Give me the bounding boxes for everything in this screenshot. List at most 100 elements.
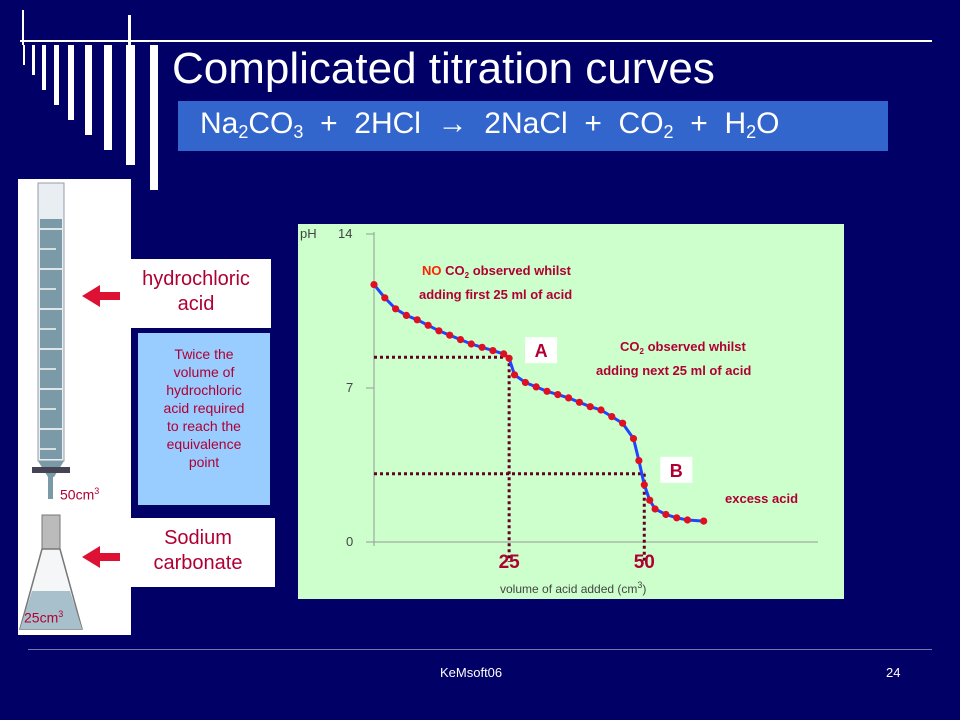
annotation-mid-line1: CO2 observed whilst: [620, 339, 746, 356]
hcl-label: hydrochloric acid: [121, 259, 271, 328]
note-line: point: [188, 454, 220, 470]
y-tick-label: 7: [346, 380, 353, 395]
burette-volume-label: 50cm3: [60, 486, 100, 503]
annotation-mid-line2: adding next 25 ml of acid: [596, 363, 751, 378]
eq-plus: +: [690, 107, 708, 140]
eq-plus: +: [584, 107, 602, 140]
note-line: to reach the: [167, 418, 241, 434]
footer-author: KeMsoft06: [440, 665, 503, 680]
eq-co2: CO: [618, 107, 664, 140]
equivalence-markers: [374, 355, 646, 562]
hcl-line: acid: [177, 293, 215, 315]
na2co3-label: Sodium carbonate: [121, 518, 275, 587]
note-line: Twice the: [174, 346, 234, 362]
deco-thin-bar: [128, 15, 131, 45]
arrow-na2co3-icon: [82, 546, 120, 568]
note-box: Twice the volume of hydrochloric acid re…: [138, 333, 270, 505]
data-point: [505, 354, 513, 362]
note-line: equivalence: [166, 436, 242, 452]
y-tick-label: 0: [346, 534, 353, 549]
deco-bar: [104, 45, 112, 150]
y-axis-label: pH: [300, 226, 317, 241]
point-b-box: [660, 456, 693, 483]
eq-sub: 2: [663, 122, 674, 142]
data-point: [651, 505, 659, 513]
data-point: [478, 343, 486, 351]
eq-hcl: 2HCl: [354, 107, 421, 140]
data-point: [467, 340, 475, 348]
annotation-top-line1: NO CO2 observed whilst: [422, 263, 572, 280]
data-point: [381, 294, 389, 302]
data-point: [446, 331, 454, 339]
data-point: [683, 516, 692, 524]
data-point: [629, 435, 638, 443]
curve-line: [372, 283, 704, 523]
data-point: [392, 305, 400, 313]
data-point: [521, 378, 529, 387]
note-line: hydrochloric: [166, 382, 242, 398]
data-point: [586, 403, 594, 411]
y-tick-label: 14: [338, 226, 352, 241]
data-point: [402, 311, 410, 319]
data-points: [370, 281, 708, 525]
eq-h: H: [724, 107, 747, 140]
x-mark-label-50: 50: [634, 552, 655, 573]
eq-co: CO: [248, 107, 294, 140]
chart-svg: pH 14 7 0 volume of acid added (cm3) 25 …: [300, 226, 818, 596]
data-point: [510, 371, 519, 379]
eq-sub: 2: [746, 122, 757, 142]
burette-flask-illustration: [19, 182, 83, 630]
data-point: [635, 457, 643, 465]
deco-bar: [68, 45, 74, 120]
data-point: [489, 347, 497, 355]
deco-bar: [32, 45, 35, 75]
arrow-icon: →: [437, 107, 468, 140]
titration-curve: [372, 283, 704, 523]
data-point: [597, 406, 605, 414]
chart-axes: pH 14 7 0 volume of acid added (cm3): [300, 226, 818, 596]
page-number: 24: [886, 665, 901, 680]
hcl-line: hydrochloric: [142, 268, 250, 290]
footer-divider: [28, 649, 932, 650]
deco-bar: [23, 45, 25, 65]
x-mark-label-25: 25: [499, 552, 521, 573]
data-point: [673, 514, 681, 522]
data-point: [543, 387, 551, 395]
x-axis-label: volume of acid added (cm3): [500, 580, 646, 596]
data-point: [662, 510, 670, 519]
deco-thin-bar: [22, 10, 24, 45]
data-point: [608, 413, 616, 421]
data-point: [554, 391, 562, 399]
data-point: [456, 336, 465, 344]
eq-sub: 2: [238, 122, 249, 142]
data-point: [700, 517, 708, 525]
flask-volume-label: 25cm3: [24, 609, 64, 626]
eq-sub: 3: [293, 122, 304, 142]
data-point: [575, 398, 583, 406]
titration-apparatus: 50cm3 25cm3: [18, 179, 131, 635]
data-point: [640, 481, 648, 489]
data-point: [370, 281, 378, 289]
data-point: [646, 496, 654, 504]
data-point: [435, 327, 443, 335]
na2co3-line: Sodium: [164, 527, 232, 549]
note-line: volume of: [173, 364, 235, 380]
data-point: [413, 316, 421, 324]
eq-nacl: 2NaCl: [484, 107, 568, 140]
equation-banner: Na2CO3 + 2HCl → 2NaCl + CO2 + H2O: [178, 101, 888, 151]
deco-bar: [54, 45, 59, 105]
data-point: [619, 419, 627, 427]
point-b-label: B: [670, 461, 683, 481]
data-point: [565, 394, 573, 402]
deco-top-line: [20, 40, 932, 42]
deco-bar: [150, 45, 158, 190]
data-point: [424, 321, 432, 329]
deco-bar: [126, 45, 135, 165]
arrow-hcl-icon: [82, 285, 120, 307]
data-point: [500, 350, 508, 358]
note-line: acid required: [163, 400, 245, 416]
deco-bar: [85, 45, 92, 135]
eq-o: O: [756, 107, 780, 140]
point-a-label: A: [535, 341, 548, 361]
eq-na: Na: [200, 107, 239, 140]
